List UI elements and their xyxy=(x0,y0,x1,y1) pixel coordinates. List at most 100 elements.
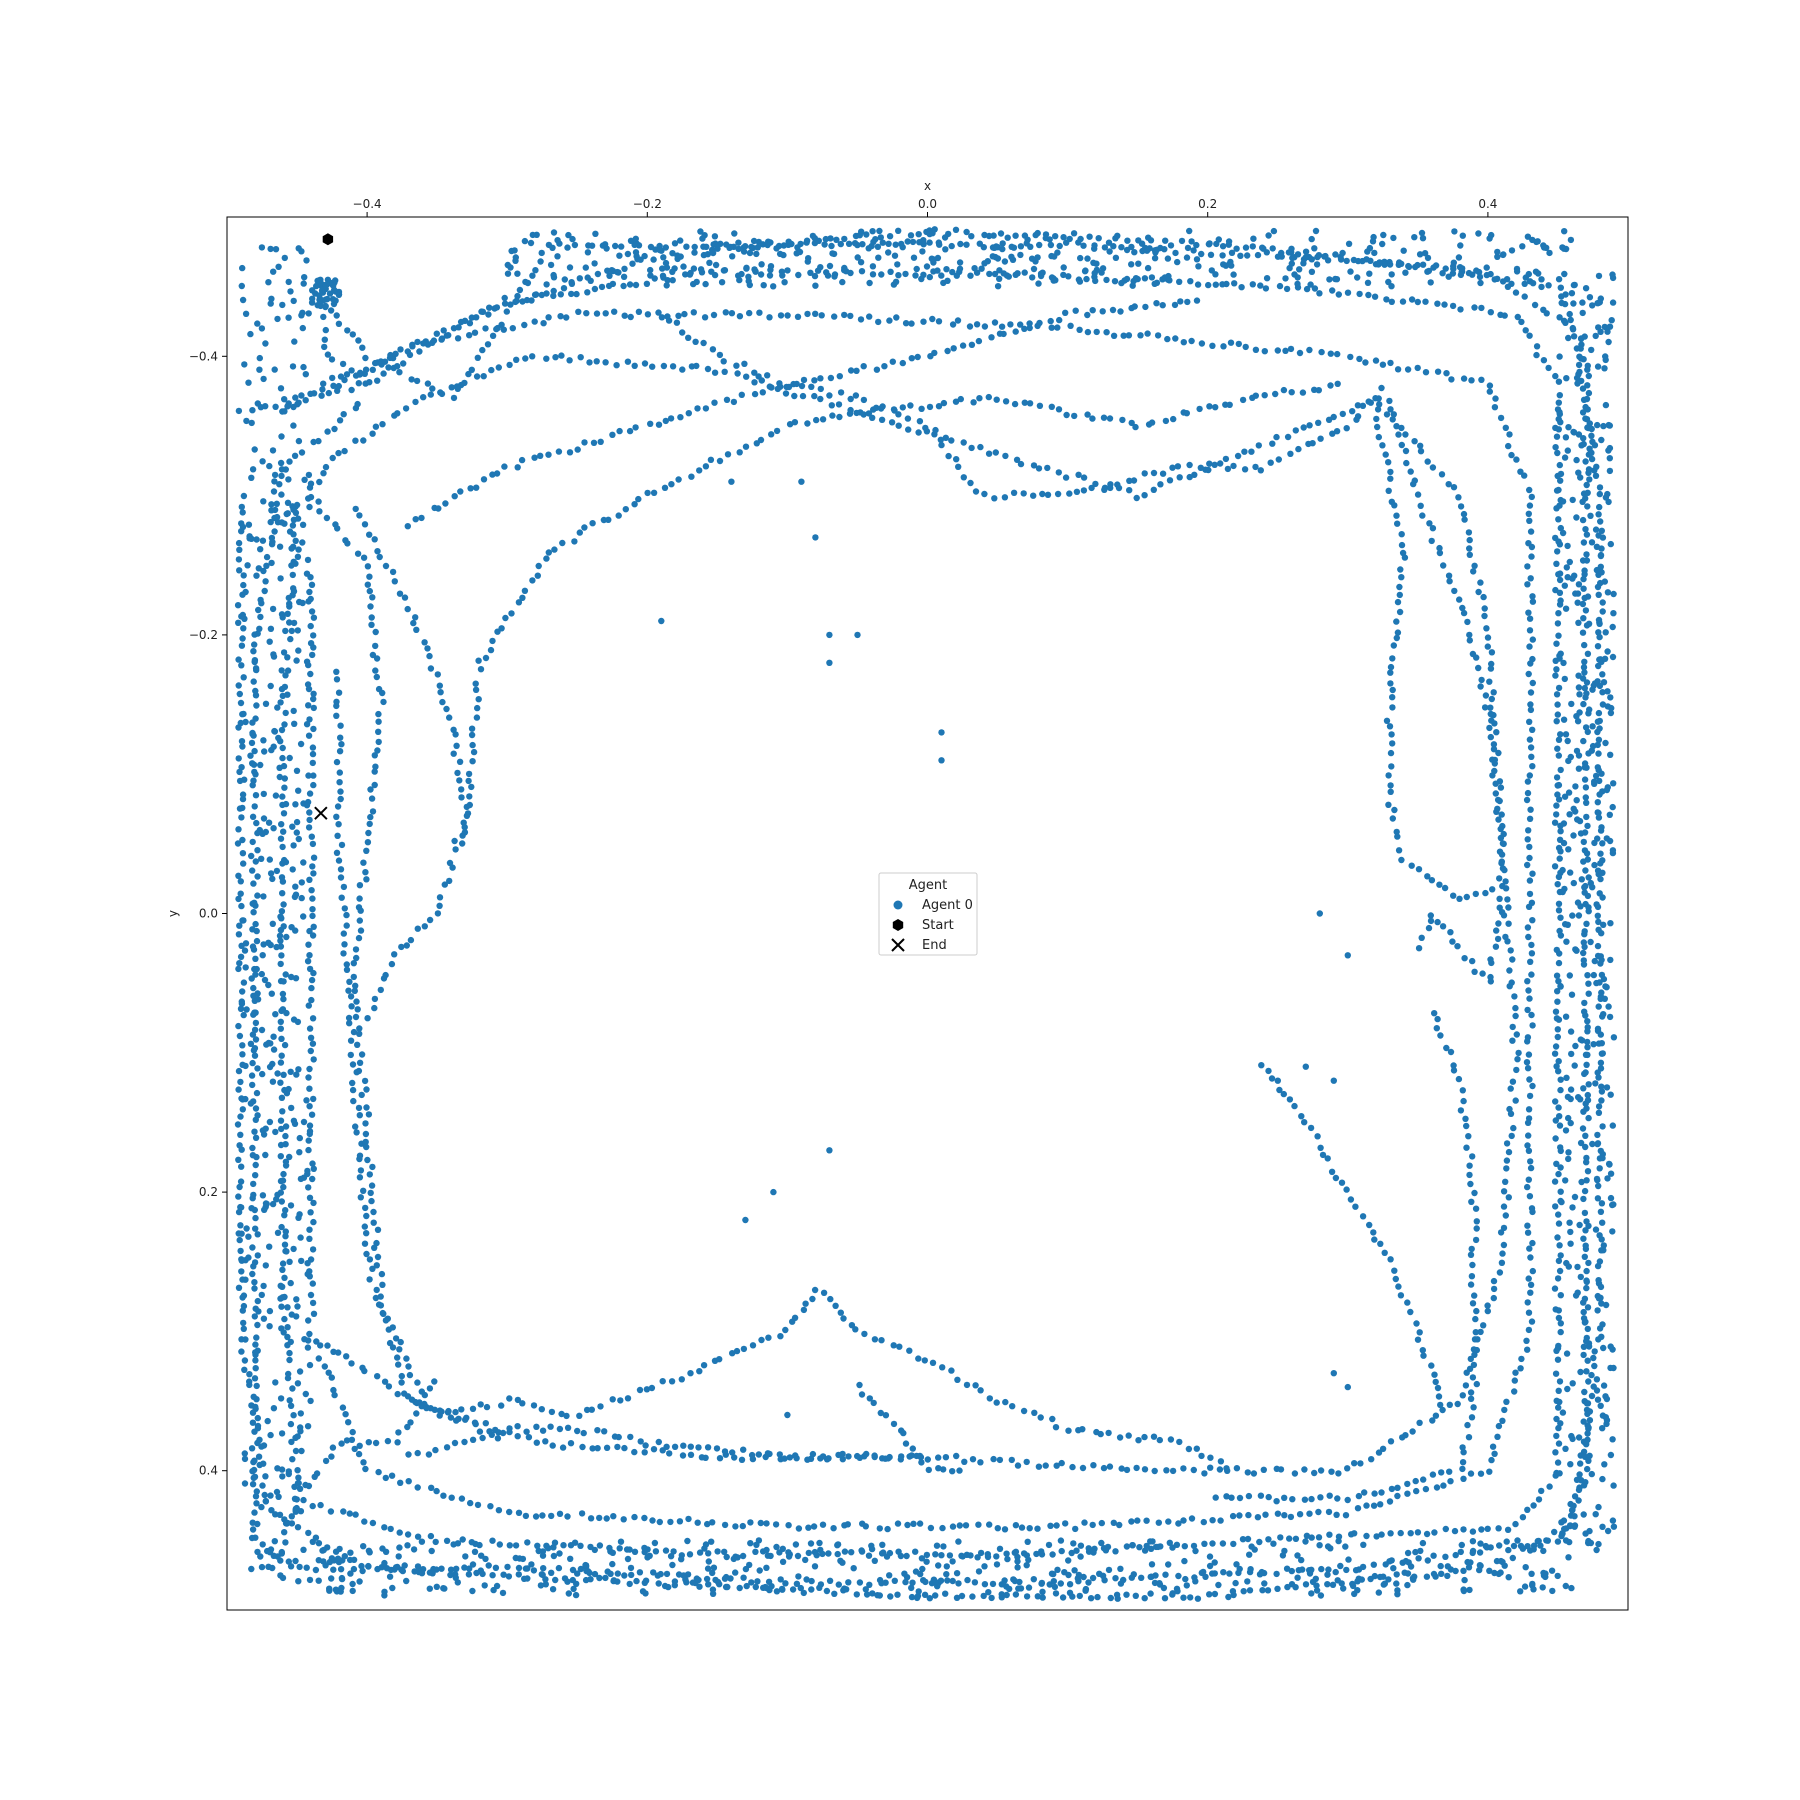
scatter-point xyxy=(660,362,668,370)
scatter-point xyxy=(776,1451,783,1458)
scatter-point xyxy=(415,1568,423,1576)
scatter-point xyxy=(366,573,373,580)
scatter-point xyxy=(1525,987,1532,994)
scatter-point xyxy=(1570,429,1578,436)
scatter-point xyxy=(278,1548,285,1556)
scatter-point xyxy=(356,1578,363,1585)
scatter-point xyxy=(1324,1581,1331,1588)
scatter-point xyxy=(1379,442,1386,449)
scatter-point xyxy=(257,546,264,553)
scatter-point xyxy=(1407,468,1414,475)
scatter-point xyxy=(1052,1424,1060,1431)
scatter-point xyxy=(366,531,373,538)
scatter-point xyxy=(238,1268,245,1275)
scatter-point xyxy=(1400,247,1407,254)
scatter-point xyxy=(404,1393,412,1400)
scatter-point xyxy=(303,257,310,264)
scatter-point xyxy=(1004,1555,1011,1563)
scatter-point xyxy=(1576,817,1584,825)
scatter-point xyxy=(375,728,382,735)
scatter-point xyxy=(610,1577,618,1584)
scatter-point xyxy=(372,642,379,650)
scatter-point xyxy=(926,273,933,281)
scatter-point xyxy=(747,1540,754,1547)
scatter-point xyxy=(1034,1593,1042,1600)
scatter-point xyxy=(349,1587,356,1595)
scatter-point xyxy=(1575,1434,1583,1441)
scatter-point xyxy=(953,456,960,463)
scatter-point xyxy=(286,1356,293,1364)
scatter-point xyxy=(1200,1568,1207,1576)
scatter-point xyxy=(309,1538,316,1546)
scatter-point xyxy=(918,1459,925,1466)
scatter-point xyxy=(998,323,1006,330)
scatter-point xyxy=(1526,615,1534,622)
scatter-point xyxy=(1594,1069,1601,1076)
scatter-point xyxy=(236,546,243,553)
scatter-point xyxy=(1583,799,1590,806)
scatter-point xyxy=(1486,382,1494,389)
scatter-point xyxy=(1560,839,1568,847)
scatter-point xyxy=(566,357,573,364)
scatter-point xyxy=(1528,543,1536,551)
scatter-point xyxy=(1503,1538,1510,1545)
scatter-point xyxy=(356,1174,364,1181)
scatter-point xyxy=(1553,1415,1560,1423)
scatter-point xyxy=(942,1454,950,1461)
scatter-point xyxy=(1575,619,1582,626)
scatter-point xyxy=(1172,335,1179,342)
scatter-point xyxy=(234,602,242,609)
scatter-point xyxy=(968,444,975,452)
scatter-point xyxy=(731,1454,738,1461)
scatter-point xyxy=(308,996,315,1004)
scatter-point xyxy=(582,1576,590,1584)
scatter-point xyxy=(454,1579,461,1586)
scatter-point xyxy=(949,1523,957,1530)
scatter-point xyxy=(1506,983,1513,990)
scatter-point xyxy=(1245,1492,1253,1500)
scatter-point xyxy=(893,314,900,321)
scatter-point xyxy=(485,311,492,318)
scatter-point xyxy=(1591,442,1599,449)
scatter-point xyxy=(802,1556,809,1564)
scatter-point xyxy=(1457,1107,1465,1114)
scatter-point xyxy=(337,722,344,729)
scatter-point xyxy=(280,901,287,908)
scatter-point xyxy=(935,403,943,410)
scatter-point xyxy=(1478,676,1485,684)
scatter-point xyxy=(1383,411,1391,418)
scatter-point xyxy=(279,990,287,998)
scatter-point xyxy=(1555,978,1562,985)
scatter-point xyxy=(286,1153,293,1161)
scatter-point xyxy=(1247,1566,1254,1573)
scatter-point xyxy=(1562,1013,1570,1020)
scatter-point xyxy=(514,270,521,277)
scatter-point xyxy=(1313,1587,1321,1594)
scatter-point xyxy=(456,777,463,784)
scatter-point xyxy=(1478,1526,1485,1533)
scatter-point xyxy=(1596,503,1603,511)
scatter-point xyxy=(253,937,261,945)
scatter-point xyxy=(1436,544,1443,552)
scatter-point xyxy=(609,1396,616,1403)
scatter-point xyxy=(1396,583,1403,591)
scatter-point xyxy=(1552,1098,1559,1105)
scatter-point xyxy=(1438,1469,1445,1476)
scatter-point xyxy=(284,1324,291,1331)
scatter-point xyxy=(1552,1008,1560,1015)
scatter-point xyxy=(472,680,479,687)
scatter-point xyxy=(1571,1522,1579,1529)
scatter-point xyxy=(341,905,348,912)
scatter-point xyxy=(865,245,872,252)
scatter-point xyxy=(1575,1486,1583,1494)
scatter-point xyxy=(1556,1398,1563,1406)
scatter-point xyxy=(303,1097,310,1104)
scatter-point xyxy=(428,1547,435,1555)
scatter-point xyxy=(1233,1465,1241,1472)
scatter-point xyxy=(1583,1277,1590,1284)
scatter-point xyxy=(1511,1377,1519,1384)
scatter-point xyxy=(309,1160,316,1167)
scatter-point xyxy=(1411,1573,1418,1580)
scatter-point xyxy=(1239,396,1247,404)
scatter-point xyxy=(1459,604,1466,612)
